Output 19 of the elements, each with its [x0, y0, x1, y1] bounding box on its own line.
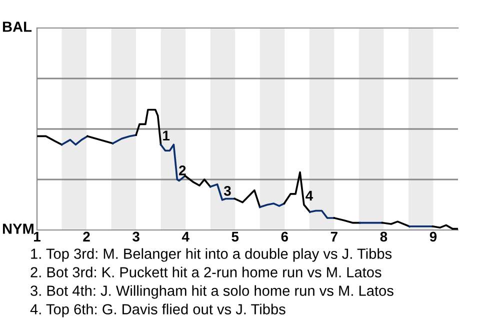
text: 1. Top 3rd: M. Belanger hit into a double play vs J. Tibbs: [31, 248, 392, 262]
x-tick-label: 6: [281, 232, 288, 242]
text: 4. Top 6th: G. Davis flied out vs J. Tibbs: [30, 304, 286, 318]
x-tick-label: 2: [83, 232, 90, 242]
annotation: 2: [179, 166, 186, 176]
annotation: 1: [163, 130, 170, 140]
text: 3. Bot 4th: J. Willingham hit a solo home run vs M. Latos: [30, 285, 394, 299]
x-tick-label: 3: [132, 232, 140, 242]
x-tick-label: 4: [182, 232, 190, 242]
annotation: 4: [306, 190, 313, 200]
x-tick-label: 5: [232, 232, 239, 242]
annotation: 3: [224, 186, 231, 196]
text: BAL: [2, 22, 32, 32]
text: 2. Bot 3rd: K. Puckett hit a 2-run home run vs M. Latos: [30, 266, 382, 278]
x-tick-label: 9: [430, 232, 437, 242]
x-tick-label: 7: [330, 232, 338, 242]
x-tick-label: 1: [34, 232, 40, 242]
x-tick-label: 8: [380, 232, 388, 242]
text: NYM: [2, 224, 34, 234]
